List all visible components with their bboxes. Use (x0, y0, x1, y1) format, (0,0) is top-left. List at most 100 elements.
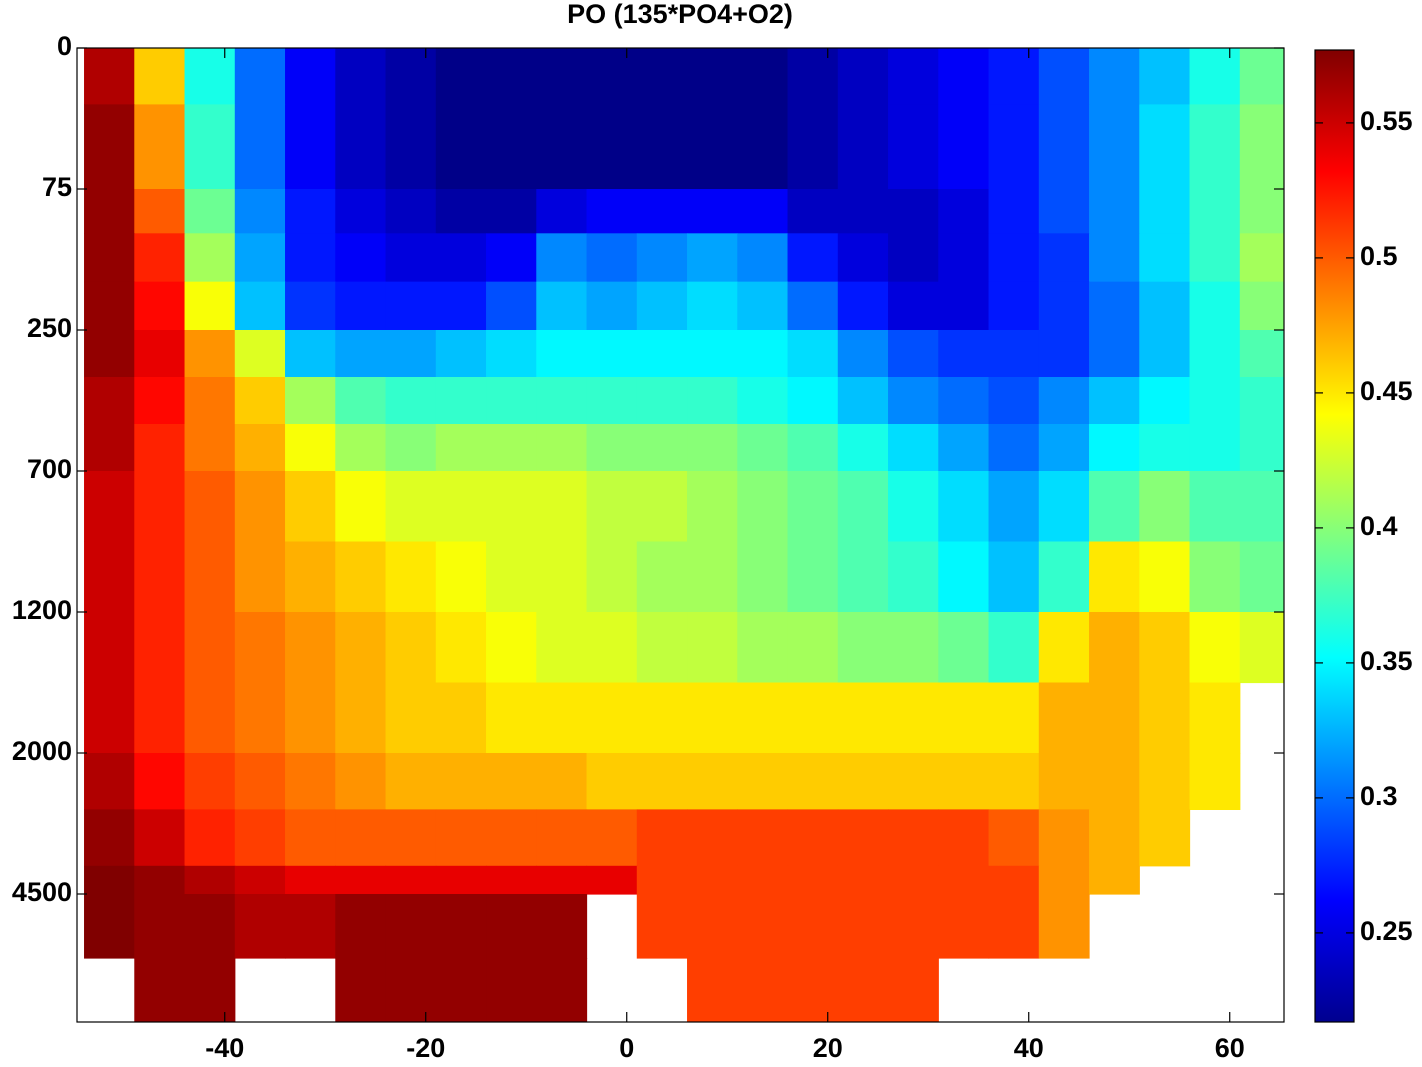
cell (837, 809, 889, 867)
cell (536, 809, 588, 867)
cell (234, 471, 286, 543)
cell (536, 958, 588, 1022)
cell (335, 424, 387, 472)
cell (536, 541, 588, 613)
cell (687, 104, 738, 190)
cell (1139, 541, 1191, 613)
cell (84, 330, 135, 378)
cell (1038, 48, 1090, 105)
cell (787, 233, 839, 283)
cell (737, 894, 789, 959)
cell (385, 281, 437, 331)
cell (737, 48, 789, 105)
cell (636, 682, 688, 754)
cell (938, 330, 990, 378)
cell (335, 612, 387, 684)
cell (737, 330, 789, 378)
cell (837, 424, 889, 472)
cell (1189, 104, 1241, 190)
cell (988, 330, 1040, 378)
cell (285, 189, 336, 234)
cell (1139, 377, 1191, 425)
cell (486, 612, 537, 684)
cell (134, 281, 186, 331)
cell (687, 424, 738, 472)
cell (285, 424, 336, 472)
cell (435, 865, 487, 895)
cell (988, 281, 1040, 331)
cell (737, 377, 789, 425)
cell (787, 189, 839, 234)
cell (787, 471, 839, 543)
cell (385, 865, 437, 895)
cell (737, 281, 789, 331)
cell (888, 104, 939, 190)
cell (837, 104, 889, 190)
cell (787, 104, 839, 190)
cell (536, 471, 588, 543)
cell (636, 233, 688, 283)
cell (486, 958, 537, 1022)
cell (938, 894, 990, 959)
cell (184, 753, 236, 810)
cell (385, 809, 437, 867)
cell (1189, 233, 1241, 283)
cell (1189, 330, 1241, 378)
cell (134, 471, 186, 543)
cell (84, 471, 135, 543)
cell (486, 894, 537, 959)
cell (737, 612, 789, 684)
cell (1038, 753, 1090, 810)
cell (938, 865, 990, 895)
cell (988, 541, 1040, 613)
cell (335, 809, 387, 867)
cell (1189, 612, 1241, 684)
cell (285, 753, 336, 810)
cell (837, 233, 889, 283)
cell (888, 48, 939, 105)
cell (737, 753, 789, 810)
cell (285, 809, 336, 867)
cell (988, 104, 1040, 190)
cell (335, 377, 387, 425)
cell (536, 189, 588, 234)
cell (435, 377, 487, 425)
cell (1139, 809, 1191, 867)
cell (234, 865, 286, 895)
cell (787, 612, 839, 684)
cell (486, 48, 537, 105)
colorbar-tick-label: 0.55 (1360, 106, 1413, 136)
cell (385, 682, 437, 754)
cell (1089, 682, 1140, 754)
cell (938, 233, 990, 283)
cell (586, 809, 638, 867)
plot-frame (76, 47, 1285, 1023)
cell (435, 958, 487, 1022)
cell (687, 471, 738, 543)
cell (84, 809, 135, 867)
cell (234, 104, 286, 190)
cell (184, 281, 236, 331)
cell (234, 894, 286, 959)
cell (888, 281, 939, 331)
cell (1038, 471, 1090, 543)
cell (1089, 541, 1140, 613)
cell (335, 753, 387, 810)
cell (787, 682, 839, 754)
cell (435, 809, 487, 867)
cell (586, 104, 638, 190)
cell (84, 682, 135, 754)
cell (1089, 809, 1140, 867)
cell (1089, 612, 1140, 684)
cell (636, 541, 688, 613)
cell (536, 48, 588, 105)
cell (1139, 753, 1191, 810)
cell (84, 189, 135, 234)
cell (134, 809, 186, 867)
cell (636, 865, 688, 895)
cell (687, 958, 738, 1022)
cell (184, 189, 236, 234)
cell (385, 330, 437, 378)
cell (687, 753, 738, 810)
